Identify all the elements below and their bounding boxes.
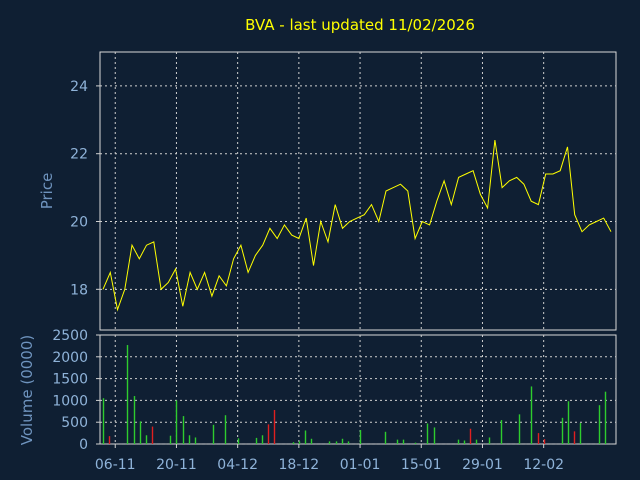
chart-title: BVA - last updated 11/02/2026 [245, 16, 475, 34]
x-tick-label: 06-11 [95, 457, 136, 473]
price-y-tick-label: 22 [70, 147, 88, 163]
volume-y-tick-label: 1000 [52, 393, 88, 409]
volume-y-tick-label: 500 [61, 415, 88, 431]
price-y-tick-label: 20 [70, 215, 88, 231]
x-tick-label: 29-01 [462, 457, 503, 473]
x-tick-label: 04-12 [217, 457, 258, 473]
volume-y-tick-label: 2000 [52, 350, 88, 366]
volume-y-axis: 0 500 1000 1500 2000 2500 [52, 328, 100, 453]
volume-panel [99, 334, 617, 445]
price-panel [99, 51, 617, 331]
volume-y-tick-label: 1500 [52, 372, 88, 388]
x-tick-label: 12-02 [523, 457, 564, 473]
price-series-line [102, 140, 612, 312]
volume-y-tick-label: 0 [79, 437, 88, 453]
volume-bars [102, 345, 607, 444]
x-tick-label: 01-01 [340, 457, 381, 473]
price-y-tick-label: 18 [70, 282, 88, 298]
price-y-axis: 18 20 22 24 [70, 79, 100, 298]
price-axis-label: Price [38, 173, 56, 210]
volume-axis-label: Volume (0000) [18, 335, 36, 445]
price-y-tick-label: 24 [70, 79, 88, 95]
x-tick-label: 15-01 [401, 457, 442, 473]
x-tick-label: 20-11 [156, 457, 197, 473]
x-axis: 06-11 20-11 04-12 18-12 01-01 15-01 29-01 12-02 [95, 444, 564, 473]
volume-y-tick-label: 2500 [52, 328, 88, 344]
x-tick-label: 18-12 [279, 457, 320, 473]
